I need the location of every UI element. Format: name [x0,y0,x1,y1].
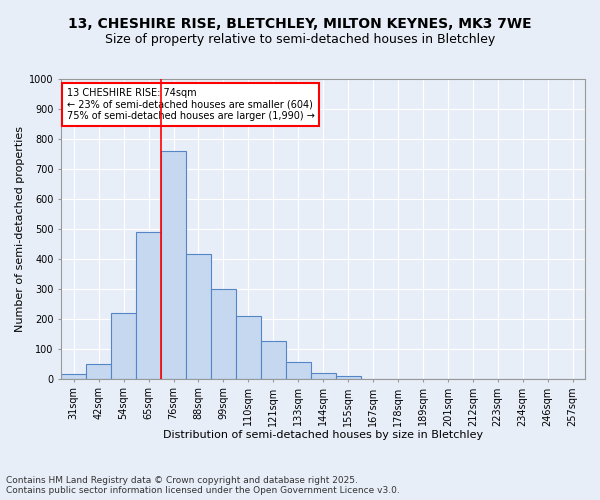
Bar [311,372,335,378]
Bar [211,289,236,378]
Bar [111,313,136,378]
Bar [335,376,361,378]
Bar [61,374,86,378]
Text: Contains HM Land Registry data © Crown copyright and database right 2025.
Contai: Contains HM Land Registry data © Crown c… [6,476,400,495]
Bar [86,364,111,378]
Bar [136,232,161,378]
Y-axis label: Number of semi-detached properties: Number of semi-detached properties [15,126,25,332]
Bar [236,316,261,378]
Bar [261,341,286,378]
Bar [186,254,211,378]
Text: 13 CHESHIRE RISE: 74sqm
← 23% of semi-detached houses are smaller (604)
75% of s: 13 CHESHIRE RISE: 74sqm ← 23% of semi-de… [67,88,314,121]
Bar [286,362,311,378]
Text: 13, CHESHIRE RISE, BLETCHLEY, MILTON KEYNES, MK3 7WE: 13, CHESHIRE RISE, BLETCHLEY, MILTON KEY… [68,18,532,32]
Text: Size of property relative to semi-detached houses in Bletchley: Size of property relative to semi-detach… [105,32,495,46]
Bar [161,151,186,378]
X-axis label: Distribution of semi-detached houses by size in Bletchley: Distribution of semi-detached houses by … [163,430,483,440]
